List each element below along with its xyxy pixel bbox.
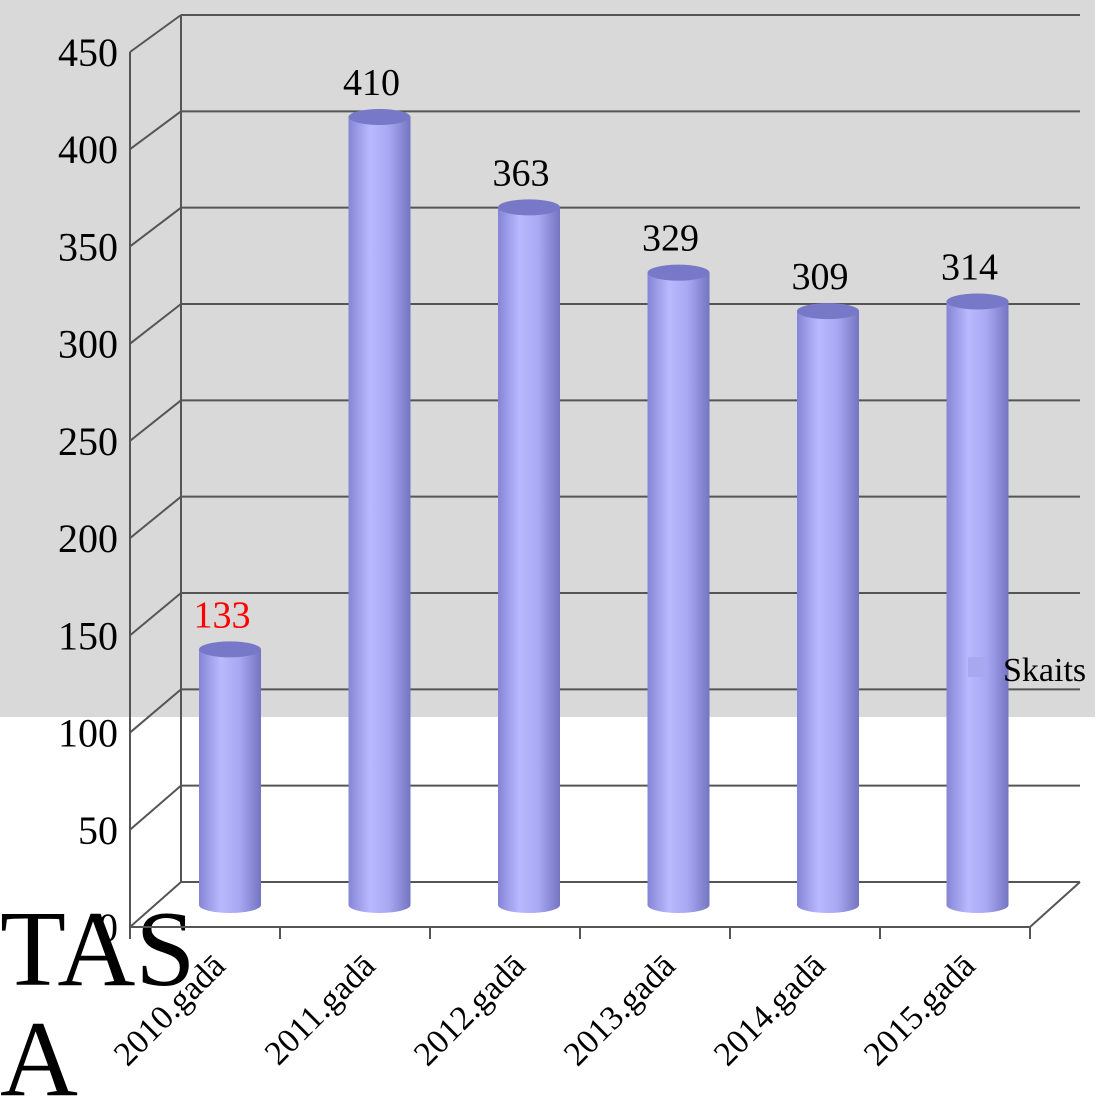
axes: 0 50 100 150 200 250 300 350 400 450 2010.gadā 2011… — [58, 30, 1081, 1073]
y-tick-label: 150 — [58, 613, 118, 658]
data-label: 329 — [642, 218, 699, 260]
data-label: 363 — [493, 152, 550, 194]
bar-top — [199, 641, 261, 658]
gridline-diagonal — [129, 110, 182, 151]
data-labels: 133 410 363 329 309 314 — [194, 62, 999, 636]
data-label: 410 — [343, 62, 400, 104]
gridline-diagonal — [129, 688, 182, 734]
bar — [348, 117, 411, 913]
x-tick-label: 2015.gadā — [857, 947, 983, 1073]
bar — [498, 207, 560, 913]
gridline-diagonal — [129, 881, 182, 928]
gridlines — [129, 14, 1080, 928]
gridline-diagonal — [129, 495, 182, 539]
x-tick-label: 2014.gadā — [707, 947, 833, 1073]
y-tick-label: 450 — [58, 30, 118, 75]
bar — [797, 311, 859, 913]
data-label: 314 — [941, 247, 998, 289]
bar-top — [348, 109, 411, 125]
background-text: TAS A — [0, 890, 196, 1119]
y-tick-label: 200 — [58, 516, 118, 561]
gridline-diagonal — [129, 784, 182, 831]
y-tick-label: 0 — [98, 905, 118, 950]
y-tick-label: 350 — [58, 224, 118, 269]
legend-label: Skaits — [1003, 652, 1086, 689]
bars — [199, 109, 1009, 913]
gridline-diagonal — [129, 592, 182, 637]
gridline-diagonal — [129, 14, 182, 53]
gridline-diagonal — [129, 303, 182, 345]
y-tick-label: 400 — [58, 127, 118, 172]
y-tick-label: 300 — [58, 322, 118, 367]
bar-top — [797, 303, 859, 320]
bar-top — [498, 199, 560, 216]
data-label: 133 — [194, 594, 251, 636]
floor-edge — [1029, 881, 1081, 928]
bar — [946, 301, 1009, 913]
x-tick-label: 2011.gadā — [258, 947, 383, 1072]
x-tick-label: 2012.gadā — [407, 947, 533, 1073]
legend-swatch — [968, 657, 988, 677]
y-tick-label: 100 — [58, 711, 118, 756]
x-tick-label: 2010.gadā — [107, 947, 233, 1073]
gridline-diagonal — [129, 399, 182, 442]
bar — [199, 649, 261, 913]
x-tick-label: 2013.gadā — [557, 947, 683, 1073]
data-label: 309 — [792, 256, 849, 298]
legend: Skaits — [968, 652, 1086, 689]
y-tick-label: 250 — [58, 419, 118, 464]
bar — [647, 272, 710, 913]
y-tick-label: 50 — [78, 808, 118, 853]
bar-top — [647, 264, 710, 281]
bar-top — [946, 293, 1009, 310]
gridline-diagonal — [129, 206, 182, 248]
